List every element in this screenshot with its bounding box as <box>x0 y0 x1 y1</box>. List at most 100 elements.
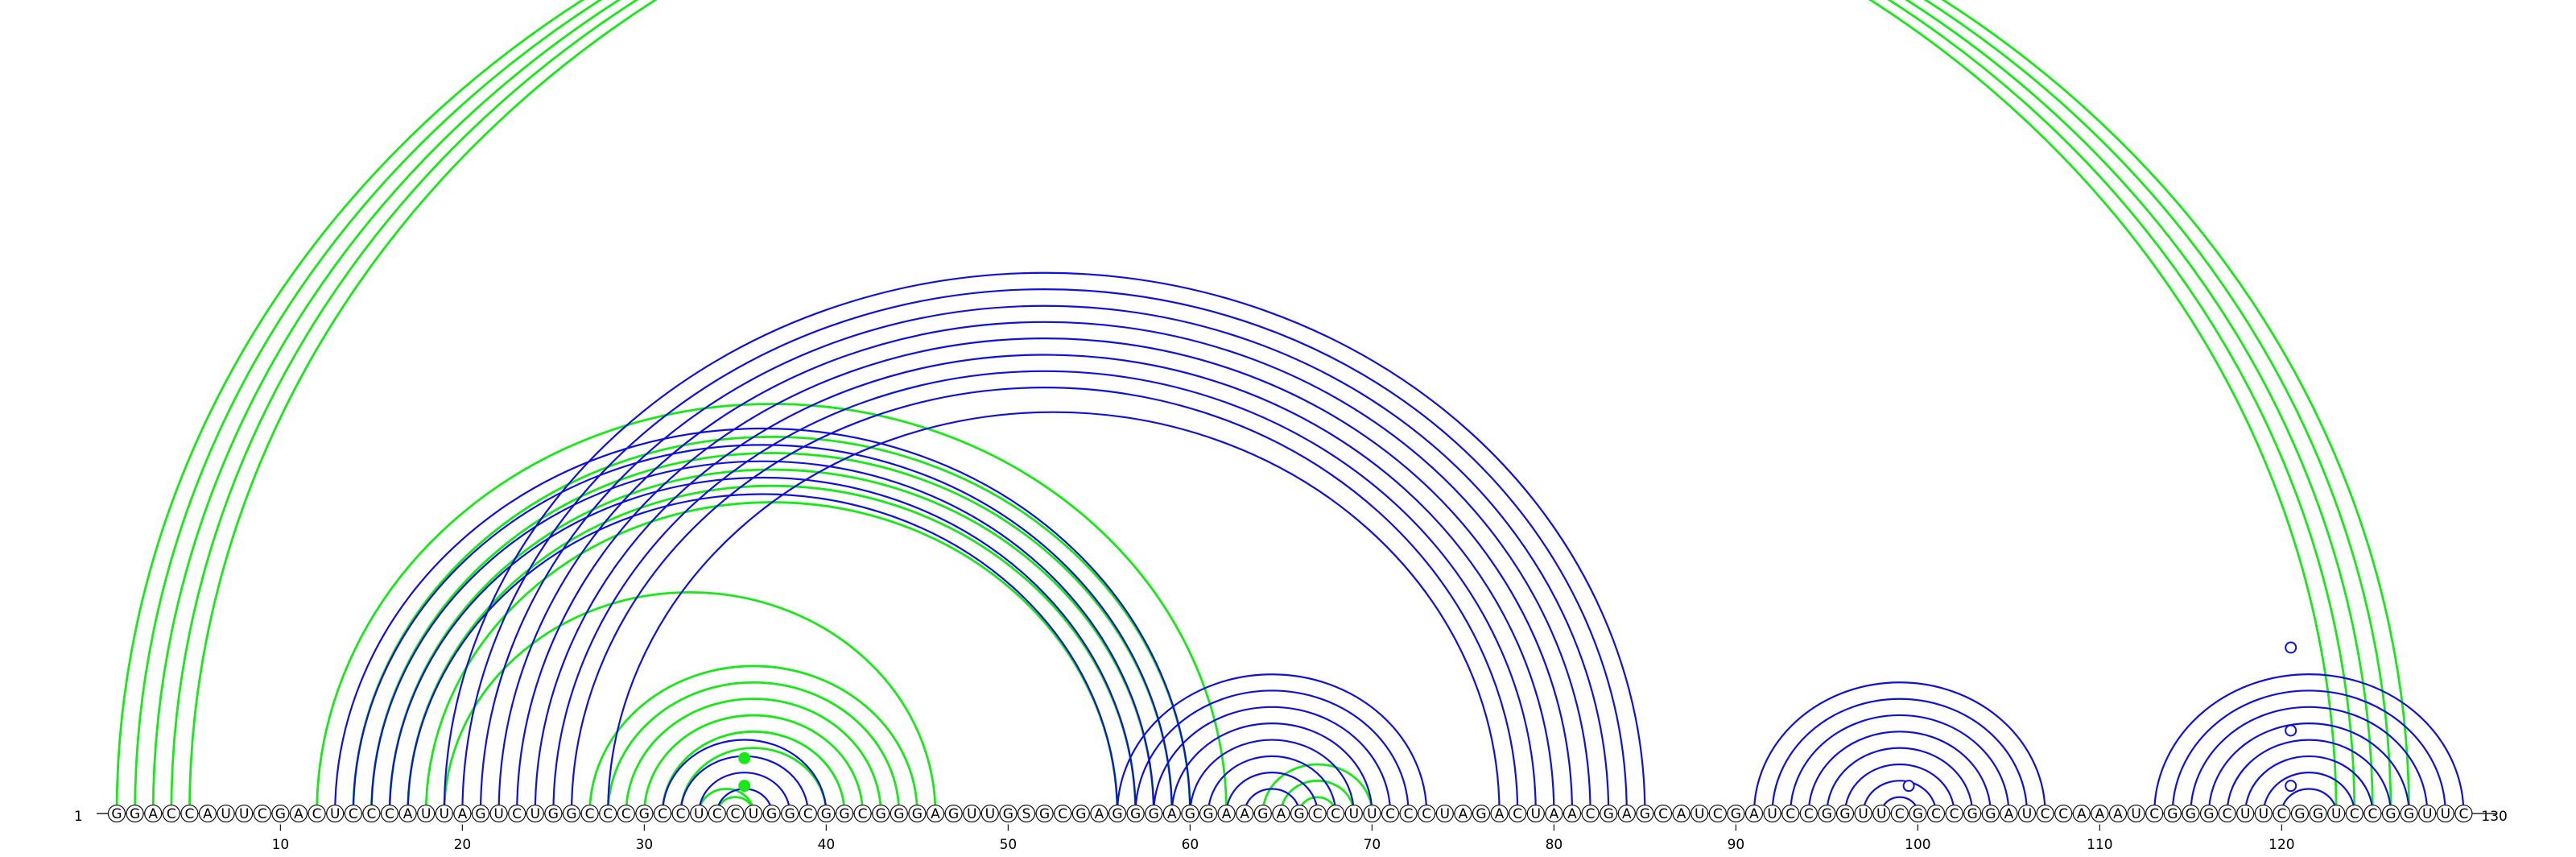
nucleotide-letter: G <box>1185 806 1195 822</box>
pair-marker-dot <box>738 780 751 793</box>
nucleotide-circle <box>635 804 654 823</box>
nucleotide-circle <box>435 804 453 823</box>
nucleotide-circle <box>2345 804 2363 823</box>
blue-base-pair-arc <box>607 411 1501 814</box>
nucleotide-letter: C <box>1950 806 1959 822</box>
nucleotide-letter: U <box>2441 806 2450 822</box>
nucleotide-circle <box>708 804 726 823</box>
nucleotide-circle <box>1526 804 1545 823</box>
nucleotide-letter: A <box>1495 806 1505 822</box>
nucleotide-circle <box>1435 804 1454 823</box>
nucleotide-circle <box>562 804 581 823</box>
nucleotide-circle <box>890 804 908 823</box>
nucleotide-circle <box>380 804 399 823</box>
blue-base-pair-arc <box>1807 731 1992 814</box>
nucleotide-letter: C <box>712 806 722 822</box>
nucleotide-circle <box>762 804 781 823</box>
nucleotide-letter: U <box>694 806 704 822</box>
green-base-pair-arc <box>170 0 2392 814</box>
nucleotide-letter: C <box>258 806 267 822</box>
nucleotide-circle <box>1363 804 1381 823</box>
nucleotide-letter: C <box>1785 806 1795 822</box>
nucleotide-letter: G <box>1604 806 1614 822</box>
blue-base-pair-arc <box>2281 788 2338 814</box>
blue-base-pair-arc <box>334 427 1191 814</box>
nucleotide-letter: G <box>1257 806 1268 822</box>
green-base-pair-arc <box>316 403 1228 814</box>
nucleotide-letter: A <box>1167 806 1177 822</box>
nucleotide-circle <box>2108 804 2128 823</box>
nucleotide-circle <box>2072 804 2091 823</box>
sequence-start-label: 1 <box>74 809 83 825</box>
nucleotide-circle <box>1217 804 1236 823</box>
pair-marker-dot <box>738 751 751 764</box>
blue-base-pair-arc <box>1790 714 2010 814</box>
nucleotide-circle <box>180 804 199 823</box>
green-base-pair-arc <box>661 730 846 814</box>
nucleotide-letter: G <box>821 806 832 822</box>
green-base-pair-arc <box>679 747 828 814</box>
nucleotide-letter: G <box>912 806 923 822</box>
green-base-pair-arc <box>606 681 901 814</box>
nucleotide-letter: C <box>676 806 686 822</box>
nucleotide-letter: U <box>2240 806 2250 822</box>
nucleotide-letter: G <box>1294 806 1304 822</box>
nucleotide-circle <box>835 804 854 823</box>
nucleotide-circle <box>1872 804 1891 823</box>
nucleotide-circle <box>1909 804 1927 823</box>
nucleotide-circle <box>1253 804 1272 823</box>
green-base-pair-arc <box>588 664 919 814</box>
blue-base-pair-arc <box>716 788 773 814</box>
nucleotide-circle <box>217 804 235 823</box>
nucleotide-circle <box>580 804 599 823</box>
nucleotide-letter: U <box>2022 806 2032 822</box>
blue-base-pair-arc <box>2262 772 2355 814</box>
nucleotide-circle <box>2218 804 2236 823</box>
nucleotide-circle <box>1344 804 1363 823</box>
nucleotide-circle <box>471 804 490 823</box>
nucleotide-letter: A <box>1749 806 1759 822</box>
nucleotide-letter: G <box>2167 806 2178 822</box>
nucleotide-letter: C <box>2277 806 2286 822</box>
nucleotide-letter: G <box>2203 806 2214 822</box>
nucleotide-circle <box>1690 804 1709 823</box>
blue-base-pair-arc <box>388 476 1137 814</box>
nucleotide-letter: G <box>1476 806 1486 822</box>
nucleotide-circle <box>2381 804 2401 823</box>
blue-base-pair-arc <box>2226 739 2392 814</box>
blue-base-pair-arc <box>479 304 1610 814</box>
nucleotide-letter: C <box>2350 806 2359 822</box>
nucleotide-circle <box>926 804 945 823</box>
nucleotide-circle <box>1818 804 1836 823</box>
tick-label: 110 <box>2087 837 2112 853</box>
tick-label: 30 <box>636 837 654 853</box>
nucleotide-letter: C <box>1895 806 1905 822</box>
nucleotide-letter: G <box>766 806 777 822</box>
nucleotide-circle <box>2454 804 2473 823</box>
pair-marker-dot <box>2285 724 2297 737</box>
blue-base-pair-arc <box>1225 772 1319 814</box>
nucleotide-circle <box>1017 804 1036 823</box>
nucleotide-circle <box>817 804 836 823</box>
nucleotide-circle <box>1781 804 1800 823</box>
nucleotide-circle <box>362 804 381 823</box>
nucleotide-letter: C <box>1313 806 1323 822</box>
nucleotide-letter: C <box>2041 806 2050 822</box>
nucleotide-circle <box>744 804 763 823</box>
nucleotide-circle <box>599 804 617 823</box>
nucleotide-circle <box>1763 804 1781 823</box>
nucleotide-circle <box>1272 804 1290 823</box>
nucleotide-circle <box>1926 804 1946 823</box>
blue-base-pair-arc <box>443 271 1646 814</box>
nucleotide-circle <box>1600 804 1618 823</box>
nucleotide-letter: G <box>1640 806 1650 822</box>
nucleotide-circle <box>2182 804 2200 823</box>
nucleotide-circle <box>1835 804 1855 823</box>
nucleotide-letter: G <box>876 806 886 822</box>
nucleotide-circle <box>2254 804 2273 823</box>
blue-base-pair-arc <box>497 321 1591 814</box>
nucleotide-letter: U <box>221 806 230 822</box>
nucleotide-circle <box>544 804 563 823</box>
pair-marker-dot <box>1902 780 1915 793</box>
nucleotide-letter: G <box>1039 806 1050 822</box>
